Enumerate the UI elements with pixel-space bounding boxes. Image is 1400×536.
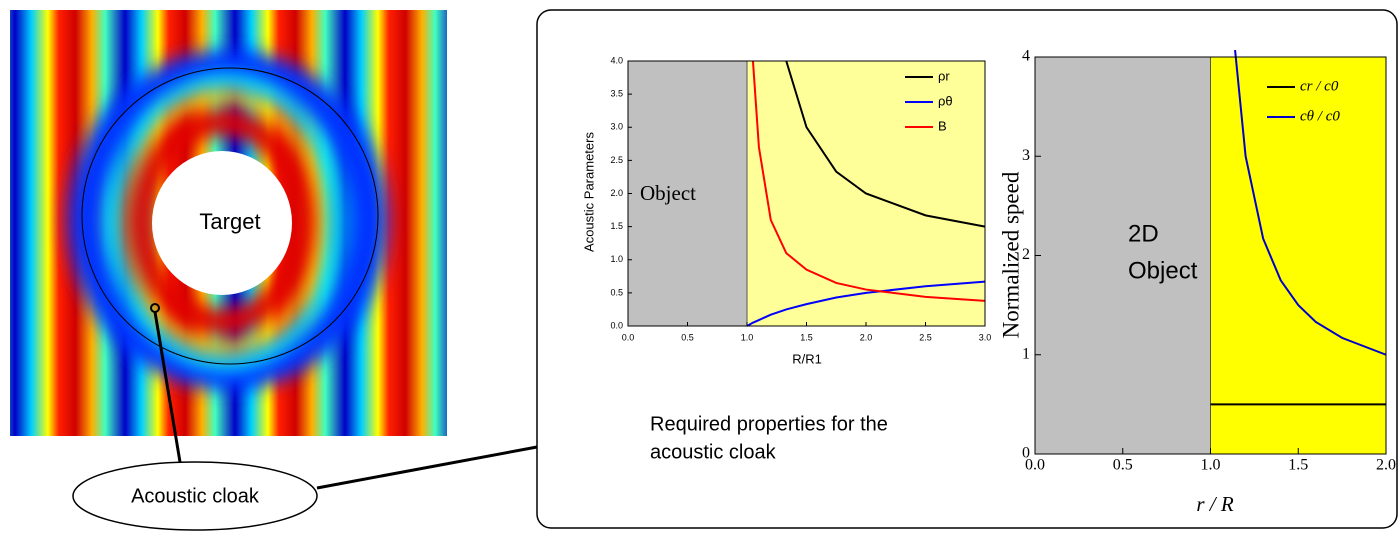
y-tick-label: 1.5 xyxy=(610,221,623,231)
y-tick-label: 1.0 xyxy=(610,254,623,264)
caption: Required properties for the xyxy=(650,413,888,435)
x-tick-label: 2.0 xyxy=(860,332,873,342)
series-line xyxy=(746,280,986,327)
panel-frame xyxy=(536,9,1398,529)
cloak-callout xyxy=(72,461,318,531)
x-tick-label: 1.5 xyxy=(1288,457,1308,474)
cloak-label: Acoustic cloak xyxy=(131,485,260,507)
x-tick-label: 1.0 xyxy=(1201,457,1221,474)
series-line xyxy=(1234,49,1387,356)
y-tick-label: 0.0 xyxy=(610,320,623,330)
legend-label: cθ / c0 xyxy=(1300,108,1340,124)
y-tick-label: 2 xyxy=(1022,246,1030,263)
y-tick-label: 0 xyxy=(1022,445,1030,462)
x-tick-label: 1.5 xyxy=(800,332,813,342)
legend-label: B xyxy=(938,118,947,133)
x-tick-label: 0.5 xyxy=(1113,457,1133,474)
y-tick-label: 4.0 xyxy=(610,55,623,65)
legend-label: ρr xyxy=(938,68,950,83)
legend-label: cr / c0 xyxy=(1300,78,1339,94)
x-tick-label: 0.0 xyxy=(622,332,635,342)
legend-label: ρθ xyxy=(938,93,953,108)
region xyxy=(1035,57,1211,454)
y-tick-label: 1 xyxy=(1022,345,1030,362)
x-axis-label: r / R xyxy=(1196,492,1234,516)
cloak-boundary xyxy=(81,67,379,365)
y-tick-label: 2.0 xyxy=(610,188,623,198)
connector xyxy=(316,445,538,490)
x-tick-label: 0.0 xyxy=(1025,457,1045,474)
pointer-line xyxy=(153,311,182,463)
y-axis-label: Normalized speed xyxy=(998,171,1023,338)
x-tick-label: 1.0 xyxy=(741,332,754,342)
x-tick-label: 3.0 xyxy=(979,332,992,342)
field-map xyxy=(10,10,447,436)
y-tick-label: 2.5 xyxy=(610,155,623,165)
y-tick-label: 4 xyxy=(1022,48,1030,65)
y-axis-label: Acoustic Parameters xyxy=(581,132,596,252)
y-tick-label: 0.5 xyxy=(610,287,623,297)
target-label: Target xyxy=(199,209,260,234)
series-line xyxy=(751,60,986,302)
region-annotation: Object xyxy=(640,181,696,205)
region xyxy=(1210,57,1386,454)
y-tick-label: 3 xyxy=(1022,147,1030,164)
x-tick-label: 0.5 xyxy=(681,332,694,342)
region-annotation: 2D xyxy=(1128,220,1159,247)
x-tick-label: 2.0 xyxy=(1376,457,1396,474)
x-axis-label: R/R1 xyxy=(792,351,822,366)
caption: acoustic cloak xyxy=(650,441,777,463)
target-area xyxy=(152,151,292,295)
region-annotation: Object xyxy=(1128,257,1198,284)
x-tick-label: 2.5 xyxy=(919,332,932,342)
y-tick-label: 3.5 xyxy=(610,89,623,99)
region xyxy=(628,61,747,326)
series-line xyxy=(785,60,986,228)
y-tick-label: 3.0 xyxy=(610,122,623,132)
